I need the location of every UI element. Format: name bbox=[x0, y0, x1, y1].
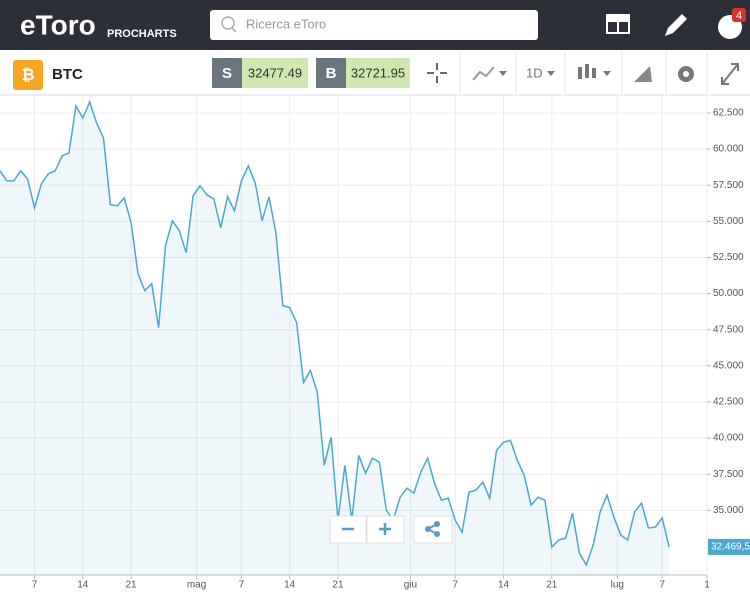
candles-button[interactable] bbox=[578, 64, 596, 79]
x-tick-label: 7 bbox=[239, 580, 245, 591]
x-tick-label: 1 bbox=[704, 580, 710, 591]
buy-price-box[interactable] bbox=[346, 58, 410, 88]
sell-label: S bbox=[222, 65, 232, 82]
search-icon bbox=[231, 27, 237, 33]
badge bbox=[732, 8, 746, 22]
last-price-box bbox=[708, 538, 750, 555]
dropdown-arrow bbox=[603, 71, 611, 76]
share-icon bbox=[434, 521, 440, 527]
x-tick-label: 7 bbox=[32, 580, 38, 591]
y-tick-label: 45.000 bbox=[713, 360, 744, 371]
price-line bbox=[0, 99, 670, 567]
toolbar-separators bbox=[459, 52, 708, 93]
y-tick-label: 47.500 bbox=[713, 324, 744, 335]
last-price-label: 32.469,5 bbox=[711, 542, 750, 553]
interval[interactable]: 1D bbox=[526, 65, 543, 80]
x-tick-label: mag bbox=[187, 580, 206, 591]
search-icon bbox=[221, 16, 235, 30]
y-tick-label: 50.000 bbox=[713, 288, 744, 299]
y-tick-label: 37.500 bbox=[713, 469, 744, 480]
badge-count: 4 bbox=[736, 10, 742, 22]
x-tick-label: 21 bbox=[332, 580, 344, 591]
search-box[interactable] bbox=[210, 10, 538, 40]
area bbox=[0, 102, 670, 575]
edit-button[interactable] bbox=[665, 14, 687, 36]
settings-button-hole bbox=[683, 71, 689, 77]
y-tick-label: 35.000 bbox=[713, 505, 744, 516]
instrument: BTC bbox=[52, 66, 83, 83]
buy-tag[interactable] bbox=[316, 58, 346, 88]
share-button[interactable] bbox=[413, 515, 453, 544]
btc-icon bbox=[13, 60, 43, 90]
y-tick-label: 52.500 bbox=[713, 252, 744, 263]
chart-type-button[interactable] bbox=[472, 66, 495, 81]
y-tick-label: 60.000 bbox=[713, 144, 744, 155]
dropdown-arrow bbox=[499, 71, 507, 76]
crosshair-button[interactable] bbox=[427, 63, 447, 83]
fullscreen-button[interactable] bbox=[721, 63, 739, 85]
zoom-in-icon bbox=[379, 523, 391, 535]
x-tick-label: 7 bbox=[659, 580, 665, 591]
buy-price: 32721.95 bbox=[351, 65, 405, 80]
logo: eToro bbox=[20, 9, 96, 40]
share-icon bbox=[434, 531, 440, 537]
x-tick-label: giu bbox=[404, 580, 417, 591]
layout-button[interactable] bbox=[606, 14, 630, 34]
share-icon bbox=[425, 526, 431, 532]
sell-price-box[interactable] bbox=[242, 58, 308, 88]
x-tick-label: 14 bbox=[284, 580, 296, 591]
y-tick-label: 55.000 bbox=[713, 216, 744, 227]
x-tick-label: 21 bbox=[125, 580, 137, 591]
zoom-controls bbox=[329, 515, 453, 544]
x-tick-label: lug bbox=[611, 580, 624, 591]
logo-subtitle: PROCHARTS bbox=[107, 28, 177, 40]
y-tick-label: 40.000 bbox=[713, 433, 744, 444]
dropdown-arrow bbox=[547, 71, 555, 76]
y-tick-label: 62.500 bbox=[713, 108, 744, 119]
sell-tag[interactable] bbox=[212, 58, 242, 88]
buy-label: B bbox=[326, 65, 337, 82]
x-tick-label: 14 bbox=[498, 580, 510, 591]
x-tick-label: 7 bbox=[452, 580, 458, 591]
sell-price: 32477.49 bbox=[248, 65, 302, 80]
x-tick-label: 14 bbox=[77, 580, 89, 591]
search-placeholder: Ricerca eToro bbox=[246, 16, 326, 31]
plot bbox=[0, 96, 708, 575]
y-tick-label: 42.500 bbox=[713, 397, 744, 408]
btc-icon-symbol: ₿ bbox=[21, 66, 34, 84]
draw-button[interactable] bbox=[634, 66, 652, 82]
y-tick-label: 57.500 bbox=[713, 180, 744, 191]
x-tick-label: 21 bbox=[546, 580, 558, 591]
